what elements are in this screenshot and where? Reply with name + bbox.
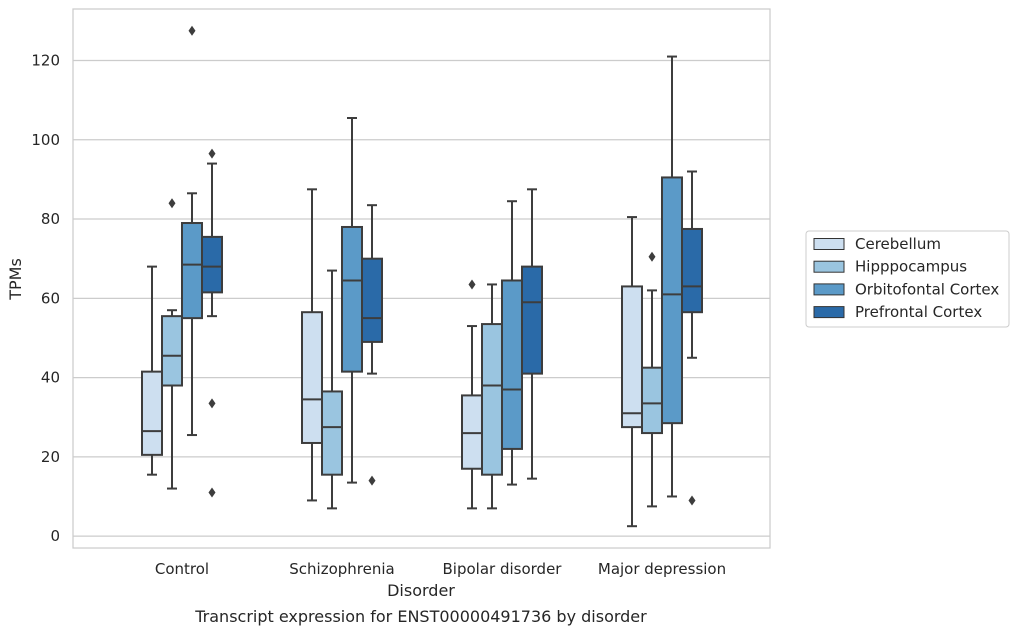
box-hipppocampus (641, 251, 663, 508)
box-hipppocampus (321, 269, 343, 510)
outlier-point (208, 148, 216, 159)
box-cerebellum (461, 279, 483, 510)
y-tick-label: 60 (41, 289, 60, 307)
box-body (501, 279, 523, 450)
legend: Cerebellum Hipppocampus Orbitofontal Corte… (805, 230, 1010, 328)
legend-items: Cerebellum Hipppocampus Orbitofontal Corte… (813, 235, 999, 321)
x-tick-label: Major depression (598, 560, 726, 578)
legend-label: Hipppocampus (855, 258, 967, 276)
box-orbitofontal-cortex (181, 25, 203, 437)
box-hipppocampus (161, 198, 183, 490)
box-body (361, 257, 383, 343)
box-body (481, 323, 503, 476)
box-body (301, 311, 323, 444)
x-axis-label: Disorder (387, 581, 455, 600)
box-prefrontal-cortex (681, 170, 703, 506)
x-tick-label: Bipolar disorder (443, 560, 563, 578)
boxes (141, 25, 703, 528)
box-body (641, 366, 663, 435)
legend-label: Orbitofontal Cortex (855, 280, 999, 298)
box-body (141, 370, 163, 456)
box-cerebellum (301, 188, 323, 502)
y-tick-label: 0 (50, 527, 60, 545)
legend-swatch (813, 283, 845, 296)
box-orbitofontal-cortex (661, 55, 683, 498)
box-body (621, 285, 643, 429)
plot-area (72, 8, 771, 549)
legend-frame (805, 230, 1010, 328)
box-prefrontal-cortex (361, 204, 383, 486)
legend-swatch (813, 238, 845, 250)
y-axis-label: TPMs (6, 258, 25, 301)
legend-label: Cerebellum (855, 235, 941, 253)
box-cerebellum (621, 216, 643, 528)
box-body (181, 222, 203, 320)
box-cerebellum (141, 265, 163, 476)
outlier-point (368, 475, 376, 486)
box-orbitofontal-cortex (501, 200, 523, 486)
box-prefrontal-cortex (521, 188, 543, 480)
y-tick-label: 40 (41, 369, 60, 387)
box-body (161, 315, 183, 387)
box-body (521, 265, 543, 375)
outlier-point (208, 398, 216, 409)
outlier-point (168, 198, 176, 209)
box-orbitofontal-cortex (341, 116, 363, 484)
box-prefrontal-cortex (201, 148, 223, 498)
legend-swatch (813, 306, 845, 319)
chart-caption: Transcript expression for ENST0000049173… (194, 607, 647, 626)
y-tick-label: 20 (41, 448, 60, 466)
outlier-point (468, 279, 476, 290)
box-body (201, 235, 223, 294)
y-tick-label: 120 (31, 52, 60, 70)
y-tick-label: 100 (31, 131, 60, 149)
outlier-point (688, 495, 696, 506)
legend-swatch (813, 260, 845, 273)
x-axis-ticks: Control Schizophrenia Bipolar disorder Majo… (155, 560, 726, 578)
x-tick-label: Schizophrenia (289, 560, 394, 578)
x-tick-label: Control (155, 560, 209, 578)
box-body (341, 225, 363, 373)
y-axis-ticks: 0 20 40 60 80 100 120 (31, 52, 60, 546)
outlier-point (208, 487, 216, 498)
legend-label: Prefrontal Cortex (855, 303, 982, 321)
box-body (321, 390, 343, 476)
box-body (661, 176, 683, 425)
outlier-point (188, 25, 196, 36)
y-tick-label: 80 (41, 210, 60, 228)
box-hipppocampus (481, 283, 503, 510)
box-body (681, 227, 703, 314)
outlier-point (648, 251, 656, 262)
